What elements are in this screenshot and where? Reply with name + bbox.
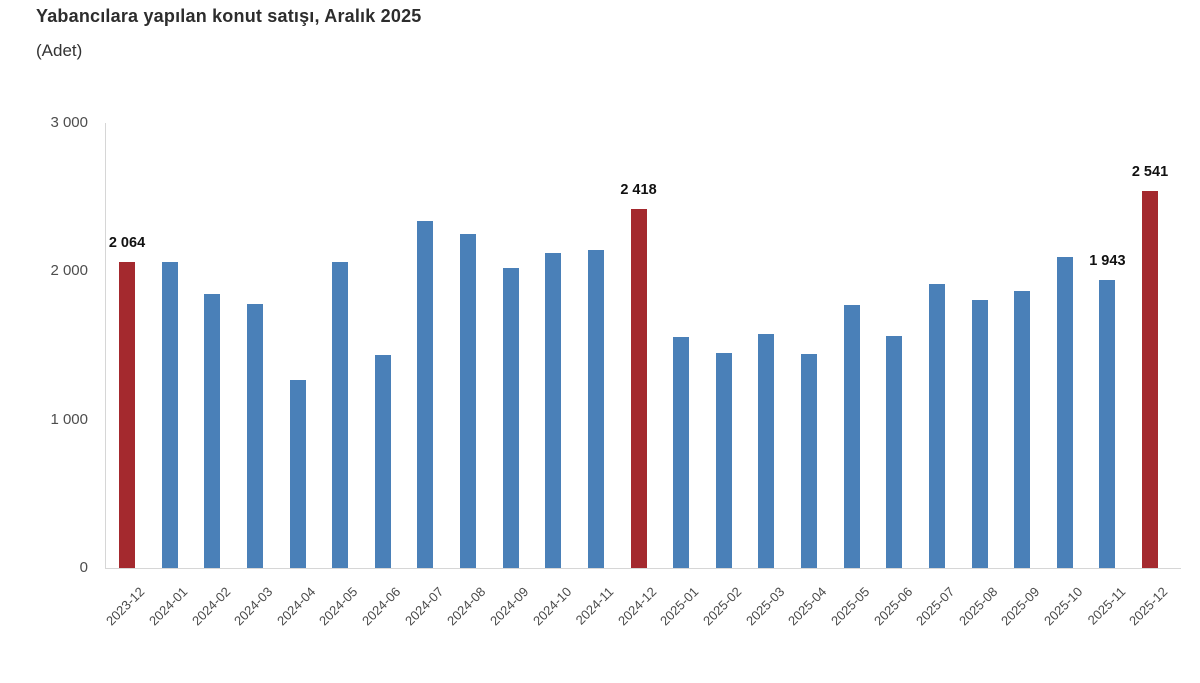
x-axis-tick-label: 2024-03 bbox=[231, 584, 276, 629]
x-axis-tick-label: 2024-02 bbox=[188, 584, 233, 629]
bar-2025-04[interactable] bbox=[801, 354, 817, 568]
x-axis-tick-label: 2025-09 bbox=[998, 584, 1043, 629]
bar-2024-08[interactable] bbox=[460, 234, 476, 568]
chart-title: Yabancılara yapılan konut satışı, Aralık… bbox=[36, 6, 422, 26]
bar-value-label: 2 418 bbox=[620, 182, 657, 199]
x-axis-tick-label: 2025-03 bbox=[742, 584, 787, 629]
bar-2025-12[interactable] bbox=[1142, 191, 1158, 568]
x-axis-tick-label: 2025-06 bbox=[870, 584, 915, 629]
bar-2024-10[interactable] bbox=[545, 253, 562, 568]
bar-2025-03[interactable] bbox=[758, 334, 775, 568]
bar-2025-11[interactable] bbox=[1099, 279, 1116, 568]
x-axis-tick-label: 2025-07 bbox=[913, 584, 958, 629]
y-axis-line bbox=[105, 123, 106, 568]
bar-2024-01[interactable] bbox=[161, 262, 178, 568]
bar-2025-08[interactable] bbox=[971, 299, 988, 568]
bar-value-label: 1 943 bbox=[1089, 252, 1126, 269]
x-axis-tick-label: 2024-11 bbox=[572, 584, 617, 628]
x-axis-tick-label: 2024-09 bbox=[486, 584, 532, 629]
y-axis-tick-label: 0 bbox=[79, 559, 88, 576]
chart-subtitle: (Adet) bbox=[36, 41, 83, 60]
bar-2025-01[interactable] bbox=[673, 337, 690, 568]
bar-2024-06[interactable] bbox=[374, 354, 391, 568]
x-axis-tick-label: 2025-12 bbox=[1126, 584, 1171, 629]
bar-2024-09[interactable] bbox=[502, 268, 519, 568]
y-axis-tick-label: 2 000 bbox=[50, 262, 88, 280]
x-axis-line bbox=[105, 568, 1181, 569]
bar-2025-10[interactable] bbox=[1056, 257, 1073, 568]
bar-2023-12[interactable] bbox=[119, 261, 135, 568]
bar-2024-04[interactable] bbox=[289, 379, 306, 568]
x-axis-tick-label: 2023-12 bbox=[103, 584, 148, 629]
x-axis-tick-label: 2025-08 bbox=[955, 584, 1001, 629]
bar-value-label: 2 064 bbox=[108, 234, 146, 251]
x-axis-tick-label: 2025-04 bbox=[785, 584, 830, 629]
y-axis-tick-label: 1 000 bbox=[50, 410, 88, 428]
x-axis-tick-label: 2025-01 bbox=[657, 584, 702, 629]
bar-2024-12[interactable] bbox=[630, 209, 647, 568]
bar-2025-07[interactable] bbox=[928, 283, 945, 568]
y-axis-tick-label: 3 000 bbox=[50, 114, 88, 131]
x-axis-tick-label: 2025-11 bbox=[1084, 584, 1128, 628]
bar-2025-02[interactable] bbox=[715, 353, 732, 568]
bar-2024-05[interactable] bbox=[332, 261, 349, 568]
x-axis-tick-label: 2024-04 bbox=[273, 584, 319, 629]
bar-2024-11[interactable] bbox=[587, 249, 604, 568]
bar-2024-03[interactable] bbox=[246, 304, 263, 568]
bar-2025-05[interactable] bbox=[843, 305, 860, 568]
x-axis-tick-label: 2024-08 bbox=[444, 584, 489, 629]
bar-2024-07[interactable] bbox=[417, 220, 434, 568]
x-axis-tick-label: 2024-12 bbox=[614, 584, 660, 629]
x-axis-tick-label: 2025-02 bbox=[700, 584, 745, 629]
x-axis-tick-label: 2024-07 bbox=[401, 584, 446, 629]
x-axis-tick-label: 2024-10 bbox=[529, 584, 574, 629]
x-axis-tick-label: 2025-05 bbox=[827, 584, 873, 629]
bar-2025-06[interactable] bbox=[886, 336, 903, 568]
x-axis-tick-label: 2024-05 bbox=[316, 584, 361, 629]
x-axis-tick-label: 2025-10 bbox=[1041, 584, 1086, 629]
bar-value-label: 2 541 bbox=[1131, 164, 1169, 181]
bar-2024-02[interactable] bbox=[204, 294, 221, 568]
bar-2025-09[interactable] bbox=[1014, 291, 1031, 568]
x-axis-tick-label: 2024-06 bbox=[359, 584, 404, 629]
x-axis-tick-label: 2024-01 bbox=[145, 584, 191, 629]
